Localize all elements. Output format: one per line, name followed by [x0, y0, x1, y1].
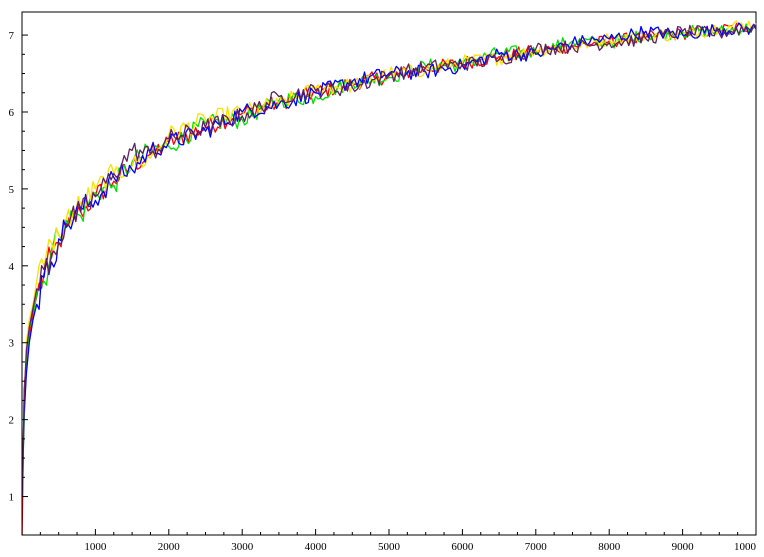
y-tick-label: 1	[9, 492, 15, 504]
y-tick-label: 7	[9, 30, 15, 42]
x-tick-label: 9000	[672, 541, 695, 553]
x-tick-label: 8000	[598, 541, 621, 553]
plot-area	[21, 11, 757, 536]
x-tick-label: 4000	[305, 541, 328, 553]
x-tick-label: 6000	[451, 541, 474, 553]
x-tick-label: 2000	[158, 541, 181, 553]
y-tick-label: 5	[9, 184, 15, 196]
y-tick-label: 4	[9, 261, 15, 273]
x-tick-label: 3000	[231, 541, 254, 553]
y-tick-label: 6	[9, 107, 15, 119]
x-tick-label: 1000	[734, 541, 757, 553]
x-tick-label: 7000	[525, 541, 548, 553]
y-tick-label: 2	[9, 415, 15, 427]
x-tick-label: 1000	[84, 541, 107, 553]
x-tick-label: 5000	[378, 541, 401, 553]
axes: 1000 2000 3000 4000 5000 6000 7000 8000 9000 1000…	[9, 12, 757, 553]
series-line-5	[21, 23, 757, 497]
y-tick-label: 3	[9, 338, 15, 350]
plot-frame	[21, 11, 757, 536]
series-lines	[21, 20, 757, 536]
